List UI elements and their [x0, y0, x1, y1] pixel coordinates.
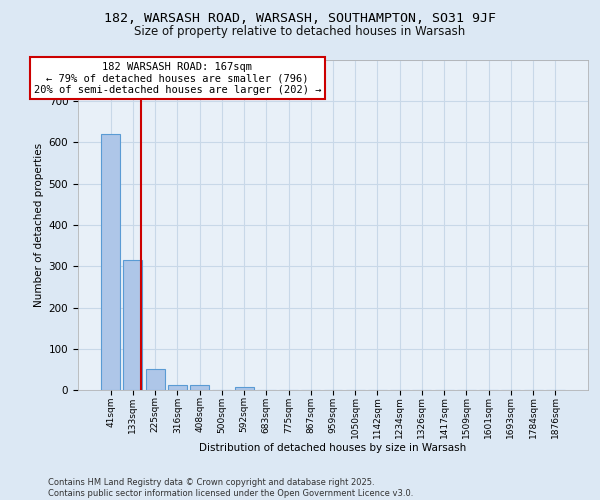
Bar	[235, 387, 254, 390]
Text: 182 WARSASH ROAD: 167sqm
← 79% of detached houses are smaller (796)
20% of semi-: 182 WARSASH ROAD: 167sqm ← 79% of detach…	[34, 62, 321, 95]
Bar	[101, 134, 120, 390]
X-axis label: Distribution of detached houses by size in Warsash: Distribution of detached houses by size …	[199, 442, 467, 452]
Bar	[168, 385, 187, 390]
Bar	[124, 260, 142, 390]
Y-axis label: Number of detached properties: Number of detached properties	[34, 143, 44, 307]
Bar	[190, 385, 209, 390]
Text: Contains HM Land Registry data © Crown copyright and database right 2025.
Contai: Contains HM Land Registry data © Crown c…	[48, 478, 413, 498]
Text: 182, WARSASH ROAD, WARSASH, SOUTHAMPTON, SO31 9JF: 182, WARSASH ROAD, WARSASH, SOUTHAMPTON,…	[104, 12, 496, 26]
Text: Size of property relative to detached houses in Warsash: Size of property relative to detached ho…	[134, 25, 466, 38]
Bar	[146, 370, 164, 390]
